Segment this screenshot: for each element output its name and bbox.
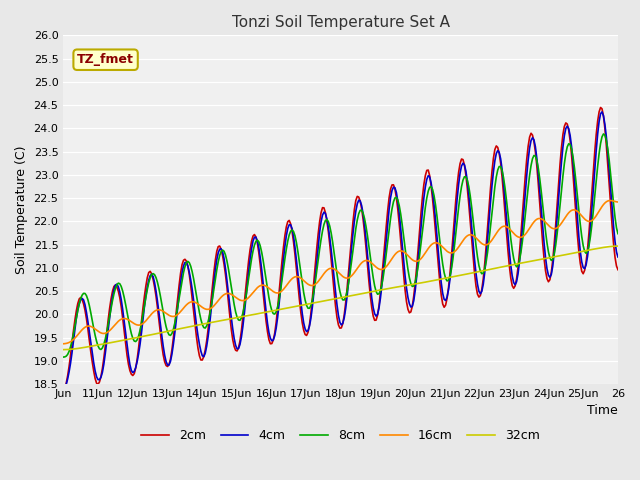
4cm [95, 377, 103, 383]
16cm [538, 216, 545, 222]
16cm [607, 198, 614, 204]
4cm [455, 181, 463, 187]
32cm [78, 345, 86, 351]
2cm [611, 254, 619, 260]
8cm [611, 215, 619, 220]
X-axis label: Time: Time [587, 405, 618, 418]
Line: 2cm: 2cm [63, 108, 618, 391]
2cm [614, 267, 622, 273]
4cm [78, 296, 86, 301]
4cm [614, 254, 622, 260]
32cm [538, 256, 545, 262]
4cm [598, 109, 606, 115]
Legend: 2cm, 4cm, 8cm, 16cm, 32cm: 2cm, 4cm, 8cm, 16cm, 32cm [136, 424, 545, 447]
2cm [345, 269, 353, 275]
8cm [60, 354, 67, 360]
8cm [455, 204, 463, 210]
4cm [345, 279, 353, 285]
32cm [455, 273, 463, 278]
16cm [78, 327, 86, 333]
16cm [60, 341, 67, 347]
Line: 32cm: 32cm [63, 246, 618, 349]
4cm [538, 205, 545, 211]
16cm [455, 244, 463, 250]
8cm [600, 131, 607, 137]
Text: TZ_fmet: TZ_fmet [77, 53, 134, 66]
4cm [611, 239, 619, 245]
2cm [455, 169, 463, 175]
Title: Tonzi Soil Temperature Set A: Tonzi Soil Temperature Set A [232, 15, 450, 30]
Line: 16cm: 16cm [63, 201, 618, 344]
32cm [95, 342, 103, 348]
2cm [596, 105, 604, 110]
2cm [95, 379, 103, 385]
32cm [614, 243, 622, 249]
Line: 8cm: 8cm [63, 134, 618, 357]
16cm [611, 199, 619, 204]
32cm [345, 293, 353, 299]
2cm [538, 221, 545, 227]
8cm [78, 292, 86, 298]
Y-axis label: Soil Temperature (C): Soil Temperature (C) [15, 145, 28, 274]
Line: 4cm: 4cm [63, 112, 618, 390]
8cm [614, 231, 622, 237]
32cm [60, 347, 67, 352]
32cm [610, 243, 618, 249]
2cm [78, 297, 86, 302]
8cm [538, 188, 545, 194]
16cm [614, 199, 622, 205]
8cm [345, 280, 353, 286]
4cm [60, 387, 67, 393]
16cm [345, 275, 353, 281]
16cm [95, 329, 103, 335]
2cm [60, 388, 67, 394]
8cm [95, 346, 103, 352]
